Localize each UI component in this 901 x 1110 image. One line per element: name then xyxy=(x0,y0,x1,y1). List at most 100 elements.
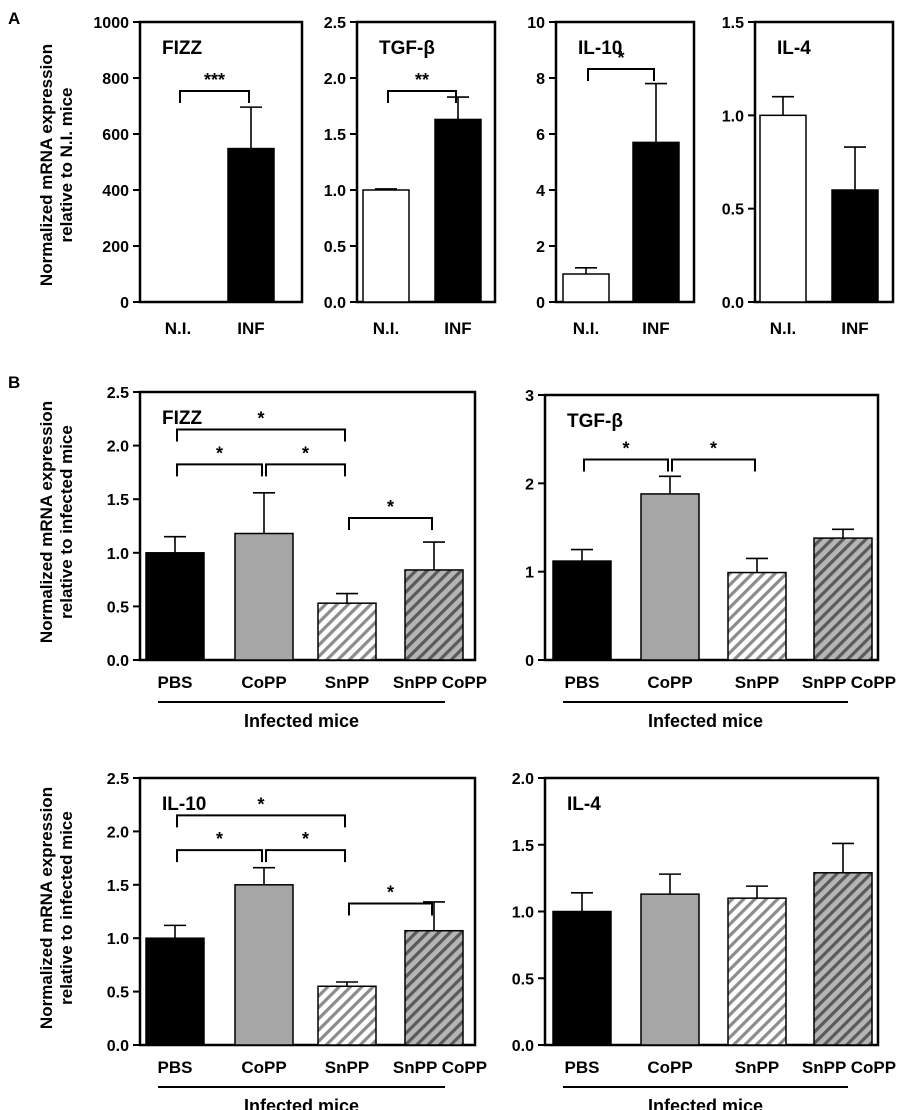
significance-bracket xyxy=(176,849,263,863)
y-tick-label: 0.5 xyxy=(107,599,129,616)
y-tick-label: 10 xyxy=(527,15,545,32)
group-label: Infected mice xyxy=(648,1096,763,1110)
bar xyxy=(227,147,275,303)
y-tick-label: 0 xyxy=(525,653,534,670)
significance-marker: * xyxy=(302,443,309,463)
bar xyxy=(727,571,787,661)
y-axis-label-a-line1: Normalized mRNA expression xyxy=(37,44,56,286)
significance-marker: * xyxy=(387,497,394,517)
y-tick-label: 1.5 xyxy=(107,878,129,895)
y-tick-label: 1.0 xyxy=(512,905,534,922)
category-label: SnPP xyxy=(325,673,369,692)
category-label: CoPP xyxy=(241,1058,286,1077)
category-label: PBS xyxy=(565,673,600,692)
category-label: INF xyxy=(444,319,471,338)
category-label: PBS xyxy=(565,1058,600,1077)
bar xyxy=(234,532,294,661)
panel-label-a: A xyxy=(8,9,20,28)
y-axis-label-b1-line2: relative to infected mice xyxy=(57,425,76,619)
chart-title: IL-4 xyxy=(567,794,601,815)
significance-bracket xyxy=(587,68,655,81)
y-tick-label: 0.5 xyxy=(107,985,129,1002)
significance-bracket xyxy=(348,902,433,916)
bar xyxy=(362,189,410,303)
group-label: Infected mice xyxy=(648,711,763,731)
group-label: Infected mice xyxy=(244,1096,359,1110)
bar xyxy=(640,493,700,661)
plot-frame xyxy=(138,390,477,662)
y-tick-label: 1.0 xyxy=(722,108,744,125)
y-tick-label: 2 xyxy=(536,239,545,256)
y-tick-label: 2.5 xyxy=(107,771,129,788)
y-tick-label: 4 xyxy=(536,183,545,200)
plot-frame xyxy=(355,20,497,304)
y-tick-label: 2.0 xyxy=(512,771,534,788)
y-tick-label: 6 xyxy=(536,127,545,144)
category-label: SnPP xyxy=(735,673,779,692)
category-label: CoPP xyxy=(241,673,286,692)
bar xyxy=(404,569,464,661)
bar xyxy=(552,910,612,1046)
bar xyxy=(640,893,700,1046)
y-tick-label: 1.5 xyxy=(107,492,129,509)
chart-title: IL-4 xyxy=(777,38,811,59)
category-label: N.I. xyxy=(573,319,599,338)
chart-a2: TGF-β 0.0 0.5 1.0 1.5 2.0 2.5 N.I. INF ** xyxy=(324,15,497,338)
significance-bracket xyxy=(387,90,457,103)
chart-b1: FIZZ 0.0 0.5 1.0 1.5 2.0 2.5 PBS CoPP SnPP SnPP Co… xyxy=(107,385,487,731)
chart-title: IL-10 xyxy=(162,794,206,815)
plot-frame xyxy=(554,20,696,304)
significance-marker: * xyxy=(387,882,394,902)
chart-title: TGF-β xyxy=(379,38,435,59)
y-tick-label: 2 xyxy=(525,476,534,493)
plot-frame xyxy=(753,20,895,304)
chart-b4: IL-4 0.0 0.5 1.0 1.5 2.0 PBS CoPP SnPP SnPP CoPP I… xyxy=(512,771,896,1110)
category-label: SnPP CoPP xyxy=(802,673,896,692)
significance-bracket xyxy=(265,463,346,477)
category-label: SnPP xyxy=(325,1058,369,1077)
y-tick-label: 0.5 xyxy=(324,239,346,256)
bar xyxy=(831,189,879,303)
bar xyxy=(145,937,205,1046)
y-tick-label: 1.5 xyxy=(512,838,534,855)
y-axis-label-b3-line1: Normalized mRNA expression xyxy=(37,787,56,1029)
y-tick-label: 1.0 xyxy=(107,546,129,563)
category-label: N.I. xyxy=(770,319,796,338)
significance-bracket xyxy=(179,90,250,103)
y-tick-label: 0.5 xyxy=(722,202,744,219)
significance-bracket xyxy=(176,814,346,828)
significance-marker: * xyxy=(710,438,717,458)
category-label: INF xyxy=(642,319,669,338)
y-tick-label: 2.5 xyxy=(107,385,129,402)
chart-title: IL-10 xyxy=(578,38,622,59)
y-tick-label: 2.5 xyxy=(324,15,346,32)
chart-a1: FIZZ 0 200 400 600 800 1000 N.I. INF *** xyxy=(93,15,304,338)
category-label: INF xyxy=(841,319,868,338)
y-tick-label: 1 xyxy=(525,565,534,582)
y-tick-label: 1.0 xyxy=(107,931,129,948)
category-label: CoPP xyxy=(647,673,692,692)
category-label: SnPP xyxy=(735,1058,779,1077)
significance-bracket xyxy=(671,458,756,472)
plot-frame xyxy=(138,20,304,304)
significance-marker: * xyxy=(302,829,309,849)
y-tick-label: 0.0 xyxy=(107,653,129,670)
y-tick-label: 0 xyxy=(536,295,545,312)
y-tick-label: 800 xyxy=(102,71,129,88)
bar xyxy=(727,897,787,1046)
plot-frame xyxy=(138,776,477,1047)
y-axis-label-b1-line1: Normalized mRNA expression xyxy=(37,401,56,643)
significance-marker: ** xyxy=(415,70,429,90)
bar xyxy=(234,884,294,1046)
group-label: Infected mice xyxy=(244,711,359,731)
y-tick-label: 200 xyxy=(102,239,129,256)
category-label: INF xyxy=(237,319,264,338)
category-label: SnPP CoPP xyxy=(393,1058,487,1077)
significance-marker: * xyxy=(216,443,223,463)
y-tick-label: 2.0 xyxy=(107,439,129,456)
chart-b3: IL-10 0.0 0.5 1.0 1.5 2.0 2.5 PBS CoPP SnPP SnPP C… xyxy=(107,771,487,1110)
bar xyxy=(434,118,482,303)
category-label: SnPP CoPP xyxy=(802,1058,896,1077)
significance-bracket xyxy=(176,428,346,442)
